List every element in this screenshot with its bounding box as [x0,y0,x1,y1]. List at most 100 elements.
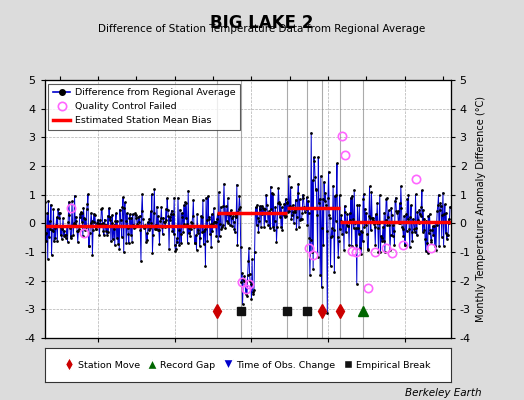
Point [174,227,183,234]
Point [230,218,238,225]
Point [151,222,160,228]
Legend: Station Move, Record Gap, Time of Obs. Change, Empirical Break: Station Move, Record Gap, Time of Obs. C… [61,357,434,373]
Point [374,224,382,231]
Point [340,246,348,253]
Point [438,233,446,240]
Point [244,258,253,264]
Point [271,204,279,210]
Point [417,204,425,210]
Point [55,215,63,222]
Point [126,211,134,218]
Point [348,193,356,199]
Point [300,204,308,210]
Point [408,229,416,235]
Point [341,203,349,209]
Point [155,241,163,247]
Point [219,222,227,228]
Point [239,276,247,282]
Point [182,200,191,206]
Point [285,208,293,214]
Point [347,194,355,201]
Point [440,242,448,249]
Point [47,252,56,258]
Point [215,189,223,195]
Point [233,242,242,248]
Point [278,226,287,233]
Point [395,220,403,226]
Point [245,245,253,251]
Point [66,225,74,232]
Point [189,197,198,203]
Point [206,231,214,238]
Point [218,224,226,230]
Point [335,192,344,198]
Point [427,236,435,243]
Point [289,209,298,215]
Point [50,238,58,244]
Point [280,200,288,207]
Point [351,220,359,226]
Point [381,217,390,223]
Point [396,220,405,226]
Point [292,226,301,232]
Point [208,228,216,234]
Point [110,226,118,233]
Point [276,200,285,207]
Point [377,238,386,244]
Point [435,207,444,213]
Point [312,186,320,192]
Point [201,262,210,269]
Point [187,219,195,225]
Point [48,227,57,234]
Point [164,213,172,219]
Point [271,210,280,216]
Point [63,223,71,229]
Point [332,217,340,224]
Point [293,213,301,220]
Point [444,216,453,222]
Point [265,210,273,216]
Point [171,242,179,248]
Point [309,266,318,272]
Point [248,289,257,296]
Point [152,226,160,232]
Point [175,242,183,248]
Point [147,219,155,226]
Point [60,232,68,239]
Point [237,279,246,286]
Point [405,226,413,232]
Point [373,200,381,206]
Point [139,216,147,222]
Point [424,213,432,219]
Point [258,211,267,218]
Point [397,183,405,190]
Point [352,225,361,232]
Point [232,214,241,220]
Point [290,207,299,214]
Point [423,240,431,246]
Point [74,228,83,234]
Point [287,216,296,222]
Point [261,206,269,212]
Point [259,205,267,211]
Point [432,222,441,228]
Point [178,214,187,220]
Point [241,282,249,288]
Point [195,242,204,249]
Point [183,240,192,246]
Point [291,196,300,203]
Point [333,234,342,240]
Point [333,160,341,166]
Point [157,215,165,222]
Point [308,177,316,183]
Point [61,234,70,241]
Point [313,212,321,218]
Point [376,249,385,256]
Point [204,193,212,200]
Point [274,185,282,191]
Point [390,228,398,234]
Point [83,201,92,207]
Point [212,233,221,239]
Point [391,194,400,201]
Point [418,228,427,235]
